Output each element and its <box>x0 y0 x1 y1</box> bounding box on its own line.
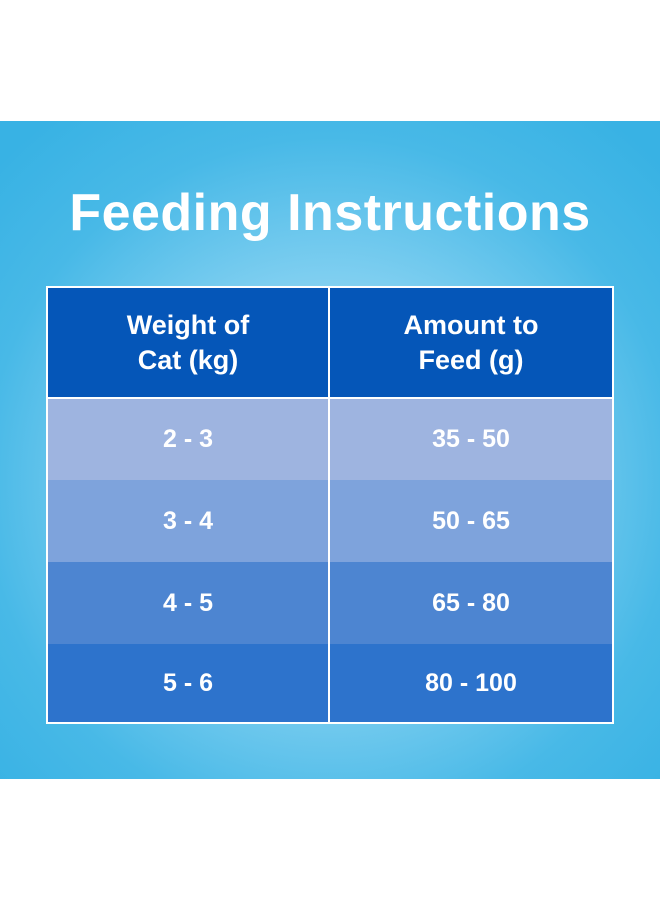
table-row: 2 - 3 35 - 50 <box>48 399 612 480</box>
weight-cell: 4 - 5 <box>48 562 330 644</box>
weight-cell: 5 - 6 <box>48 644 330 722</box>
amount-cell: 65 - 80 <box>432 588 510 617</box>
table-row: 5 - 6 80 - 100 <box>48 644 612 722</box>
table-row: 4 - 5 65 - 80 <box>48 562 612 644</box>
amount-cell: 50 - 65 <box>432 506 510 535</box>
feeding-table: Weight of Cat (kg) Amount to Feed (g) 2 … <box>46 286 614 724</box>
weight-cell: 3 - 4 <box>48 480 330 562</box>
header-amount: Amount to Feed (g) <box>403 309 539 375</box>
weight-cell: 2 - 3 <box>48 399 330 480</box>
table-row: 3 - 4 50 - 65 <box>48 480 612 562</box>
table-header-row: Weight of Cat (kg) Amount to Feed (g) <box>48 288 612 399</box>
header-weight: Weight of Cat (kg) <box>48 288 330 397</box>
amount-cell: 35 - 50 <box>432 425 510 453</box>
amount-cell: 80 - 100 <box>425 668 517 697</box>
page-title: Feeding Instructions <box>69 184 591 242</box>
feeding-panel: Feeding Instructions Weight of Cat (kg) … <box>0 121 660 779</box>
